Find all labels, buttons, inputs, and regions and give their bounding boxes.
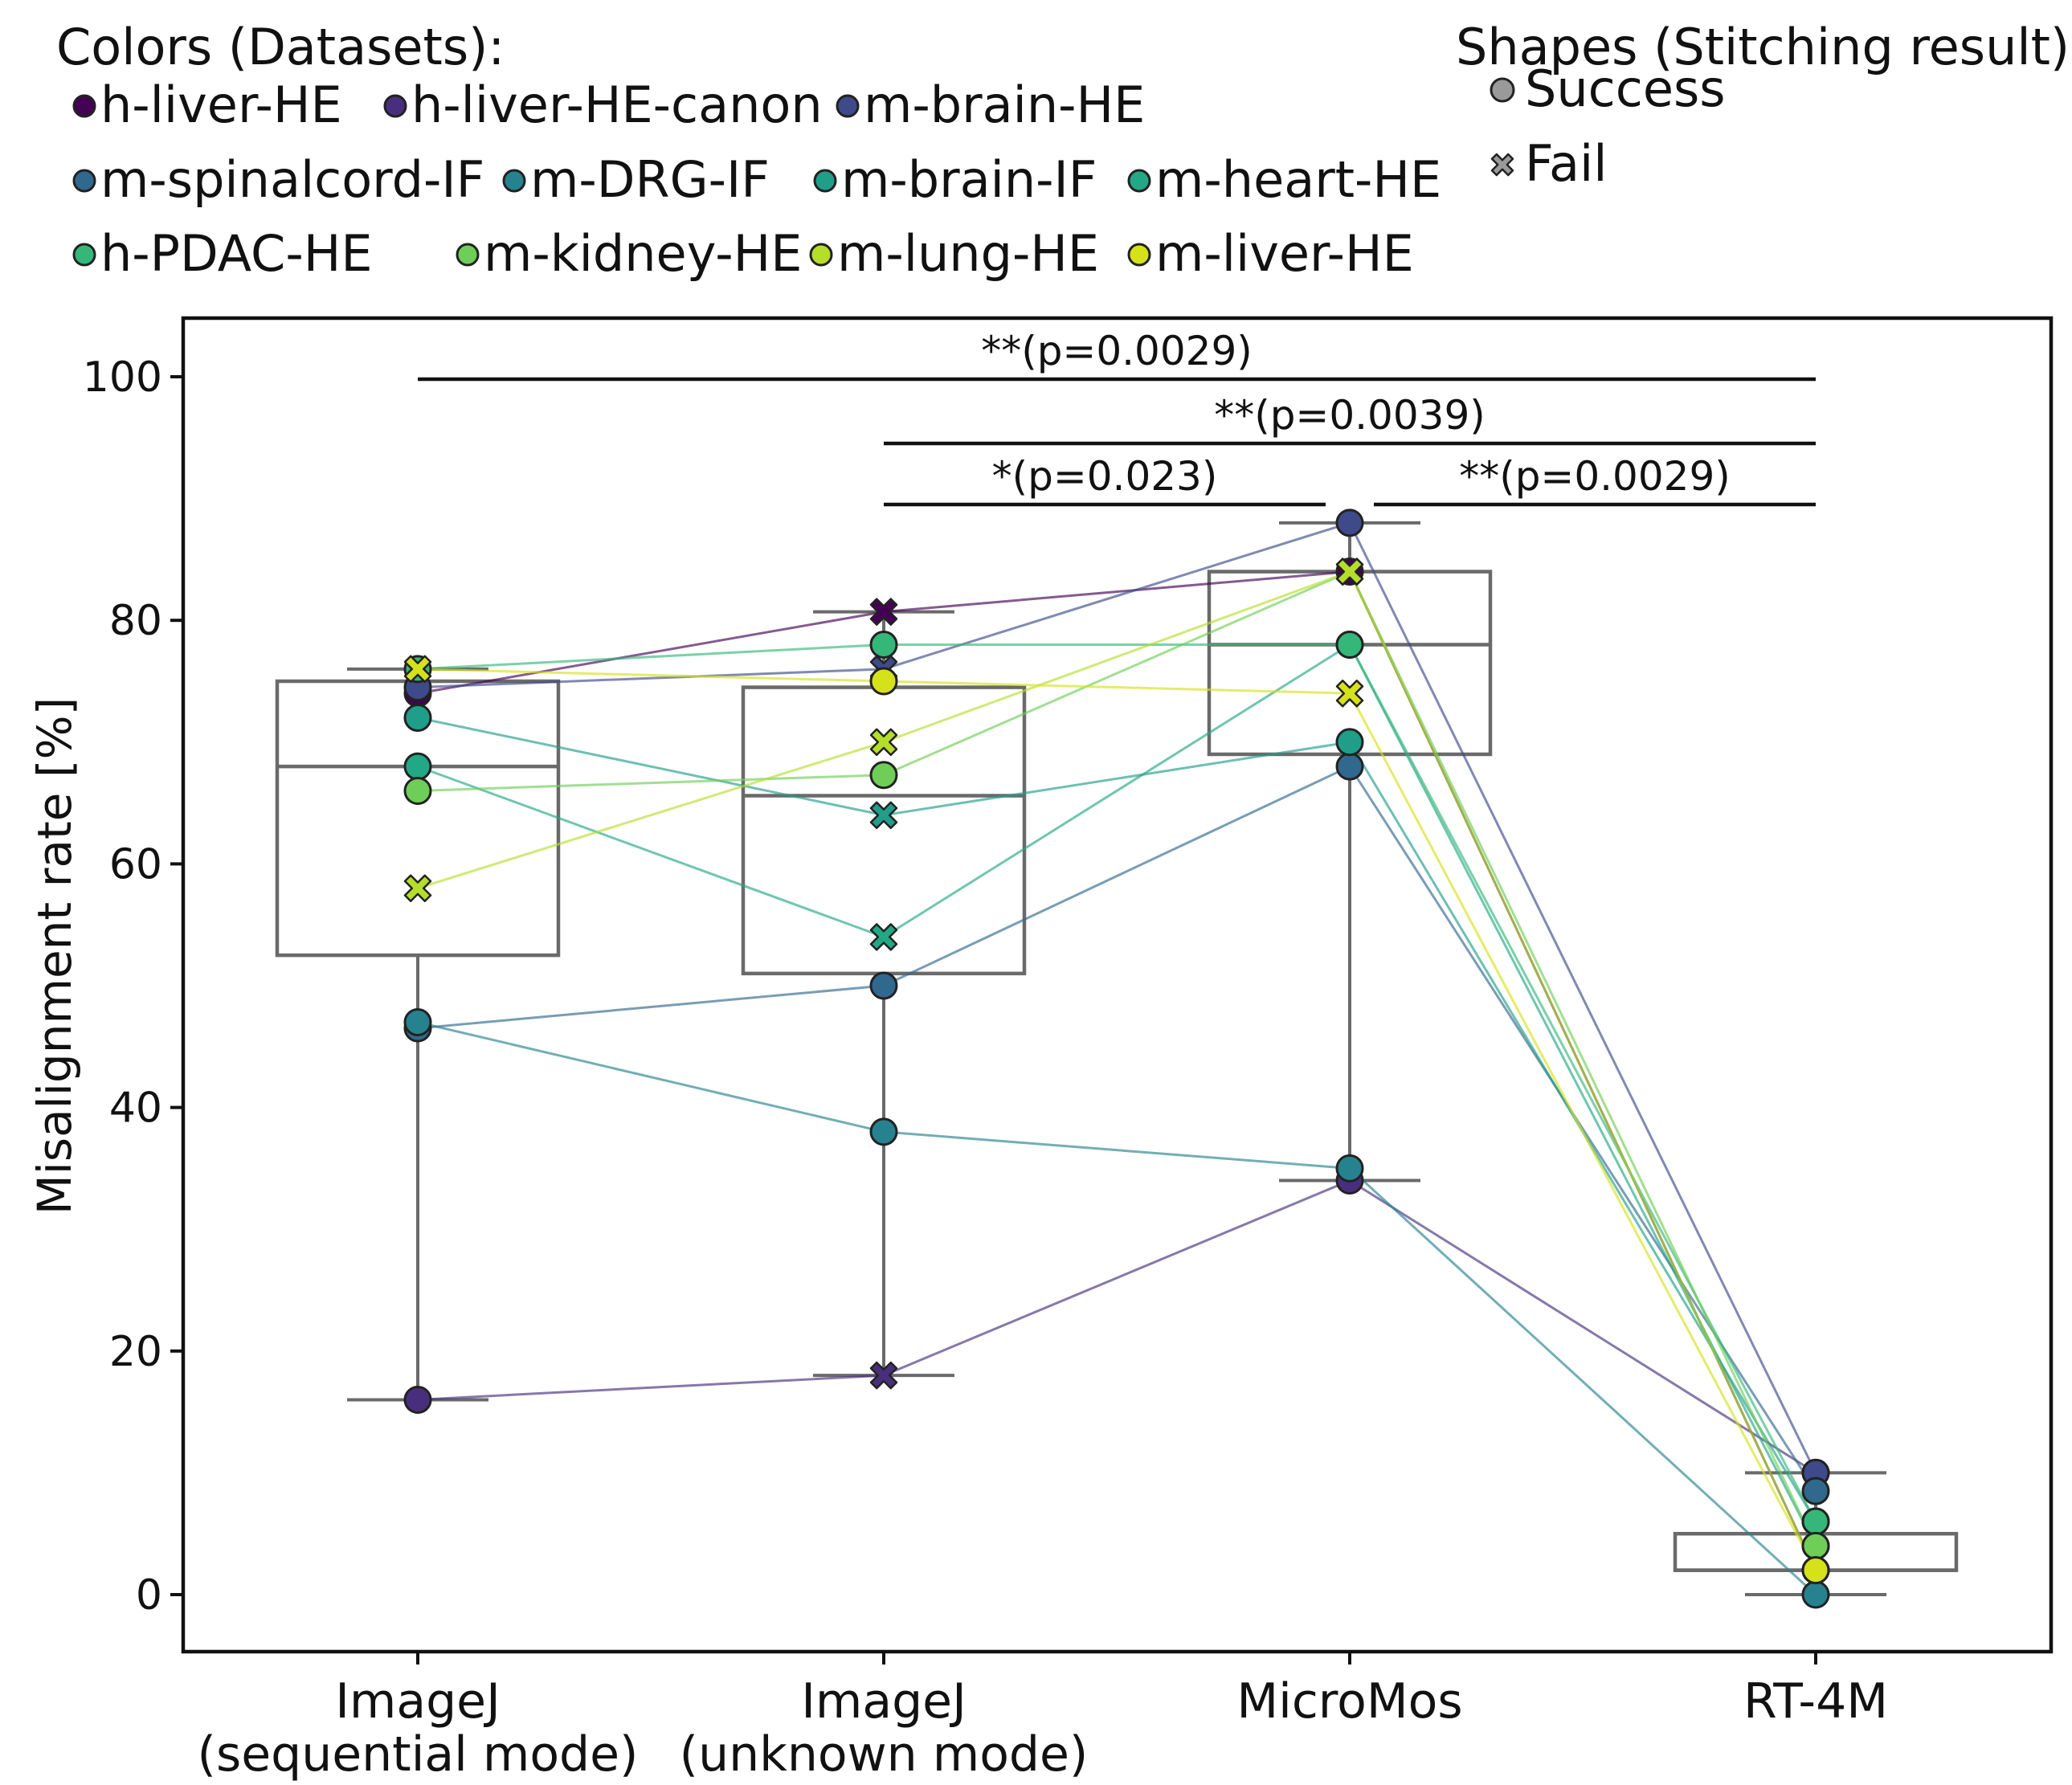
legend-marker-h-PDAC-HE — [72, 243, 96, 267]
point-m-kidney-HE-3 — [1801, 1531, 1830, 1560]
legend-shape-fail — [1490, 153, 1514, 177]
legend-marker-m-brain-HE — [836, 94, 860, 118]
legend-marker-m-kidney-HE — [456, 243, 480, 267]
series-line-m-kidney-HE — [417, 570, 1817, 1547]
point-m-lung-HE-0 — [403, 874, 432, 902]
legend-label-m-heart-HE: m-heart-HE — [1155, 150, 1441, 209]
significance-label-3: **(p=0.0029) — [1459, 453, 1731, 500]
legend-label-m-liver-HE: m-liver-HE — [1155, 224, 1414, 283]
legend-marker-m-brain-IF — [813, 169, 837, 193]
point-m-brain-HE-2 — [1335, 509, 1364, 537]
significance-label-2: *(p=0.023) — [992, 453, 1218, 500]
point-m-liver-HE-0 — [403, 655, 432, 684]
legend-shapes-title: Shapes (Stitching result): — [1456, 18, 2072, 76]
plot-area-frame — [181, 316, 2054, 1654]
legend: Colors (Datasets): Shapes (Stitching res… — [56, 18, 2072, 283]
legend-marker-h-liver-HE — [72, 94, 96, 118]
y-tick-label-20: 20 — [109, 1328, 162, 1376]
legend-label-m-spinalcord-IF: m-spinalcord-IF — [100, 150, 484, 209]
point-h-PDAC-HE-3 — [1801, 1507, 1830, 1536]
series-line-m-liver-HE — [417, 668, 1817, 1571]
series-lines — [417, 521, 1817, 1596]
legend-shape-label-fail: Fail — [1525, 134, 1607, 193]
series-line-m-DRG-IF — [417, 1021, 1817, 1596]
y-tick-label-60: 60 — [109, 840, 162, 888]
point-m-liver-HE-1 — [869, 667, 898, 696]
point-m-spinalcord-IF-2 — [1335, 752, 1364, 781]
legend-label-h-PDAC-HE: h-PDAC-HE — [100, 224, 373, 283]
y-axis: 0 20 40 60 80 100 — [83, 353, 183, 1620]
x-tick-label-1: ImageJ (unknown mode) — [680, 1673, 1089, 1783]
point-m-spinalcord-IF-3 — [1801, 1477, 1830, 1505]
point-m-kidney-HE-0 — [403, 776, 432, 805]
y-tick-label-0: 0 — [136, 1571, 162, 1620]
significance-label-1: **(p=0.0039) — [1214, 392, 1486, 439]
box-2 — [1207, 521, 1493, 1183]
legend-label-m-lung-HE: m-lung-HE — [837, 224, 1099, 283]
point-m-brain-IF-0 — [403, 703, 432, 732]
legend-label-m-brain-HE: m-brain-HE — [864, 76, 1145, 134]
point-m-spinalcord-IF-1 — [869, 971, 898, 1000]
x-axis: ImageJ (sequential mode) ImageJ (unknown mo… — [198, 1652, 1888, 1783]
legend-marker-m-DRG-IF — [502, 169, 526, 193]
point-h-PDAC-HE-2 — [1335, 631, 1364, 660]
legend-shape-success — [1490, 77, 1515, 103]
point-m-DRG-IF-2 — [1335, 1154, 1364, 1183]
point-m-brain-IF-2 — [1335, 728, 1364, 757]
legend-marker-h-liver-HE-canon — [383, 94, 407, 118]
point-m-liver-HE-3 — [1801, 1556, 1830, 1585]
legend-marker-m-liver-HE — [1127, 243, 1151, 267]
point-m-DRG-IF-1 — [869, 1117, 898, 1146]
series-line-m-heart-HE — [417, 643, 1817, 1547]
x-tick-label-2: MicroMos — [1236, 1673, 1462, 1730]
legend-label-h-liver-HE-canon: h-liver-HE-canon — [411, 76, 823, 134]
point-m-DRG-IF-0 — [403, 1007, 432, 1036]
legend-marker-m-spinalcord-IF — [72, 169, 96, 193]
point-h-liver-HE-1 — [869, 598, 898, 626]
x-tick-label-3: RT-4M — [1743, 1673, 1888, 1730]
point-m-heart-HE-1 — [869, 923, 898, 951]
legend-label-h-liver-HE: h-liver-HE — [100, 76, 342, 134]
point-m-kidney-HE-1 — [869, 761, 898, 790]
data-points — [403, 509, 1830, 1609]
point-h-liver-HE-canon-1 — [869, 1361, 898, 1390]
y-axis-label: Misalignment rate [%] — [27, 697, 82, 1215]
legend-label-m-DRG-IF: m-DRG-IF — [530, 150, 770, 209]
significance-brackets: **(p=0.0029) **(p=0.0039) *(p=0.023) **(p=0… — [418, 328, 1816, 507]
y-tick-label-80: 80 — [109, 597, 162, 645]
legend-label-m-brain-IF: m-brain-IF — [841, 150, 1097, 209]
series-line-m-lung-HE — [417, 570, 1817, 1571]
x-tick-label-0: ImageJ (sequential mode) — [198, 1673, 639, 1783]
point-m-liver-HE-2 — [1335, 679, 1364, 708]
legend-marker-m-heart-HE — [1127, 169, 1151, 193]
point-m-brain-IF-1 — [869, 801, 898, 830]
y-tick-label-100: 100 — [83, 353, 162, 402]
legend-shape-label-success: Success — [1525, 59, 1726, 118]
point-m-lung-HE-1 — [869, 728, 898, 757]
point-m-lung-HE-2 — [1335, 558, 1364, 586]
legend-colors-title: Colors (Datasets): — [56, 18, 505, 76]
y-tick-label-40: 40 — [109, 1084, 162, 1133]
legend-marker-m-lung-HE — [809, 243, 833, 267]
point-h-liver-HE-canon-0 — [403, 1385, 432, 1414]
series-line-m-brain-HE — [417, 521, 1817, 1474]
significance-label-0: **(p=0.0029) — [981, 328, 1253, 374]
series-line-h-PDAC-HE — [417, 643, 1817, 1522]
series-line-m-spinalcord-IF — [417, 765, 1817, 1492]
series-line-h-liver-HE-canon — [417, 1178, 1817, 1474]
legend-label-m-kidney-HE: m-kidney-HE — [484, 224, 802, 283]
point-m-DRG-IF-3 — [1801, 1580, 1830, 1609]
point-m-heart-HE-0 — [403, 752, 432, 781]
point-h-PDAC-HE-1 — [869, 631, 898, 660]
